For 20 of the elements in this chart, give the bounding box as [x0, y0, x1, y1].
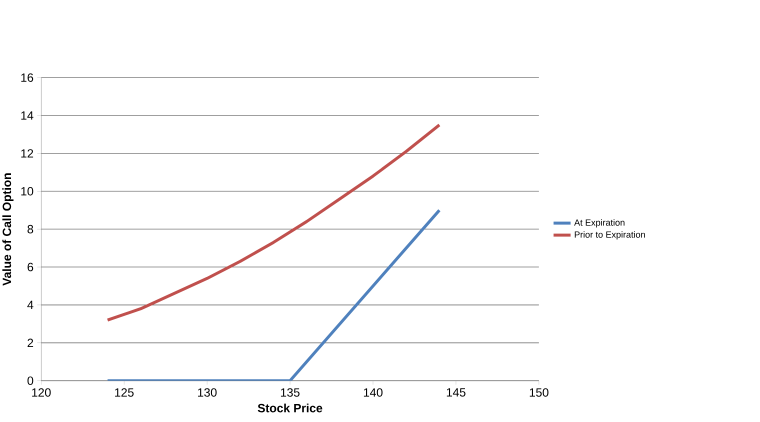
x-tick-label: 135	[280, 388, 300, 397]
x-tick-label: 130	[198, 388, 217, 397]
x-tick-label: 145	[446, 388, 466, 397]
y-tick-label: 8	[28, 224, 34, 234]
x-tick-label: 140	[364, 388, 383, 397]
x-tick-label: 150	[530, 388, 548, 397]
y-axis-title: Value of Call Option	[2, 173, 14, 286]
y-tick-label: 6	[28, 262, 34, 272]
y-tick-label: 14	[21, 111, 34, 120]
x-tick-label: 125	[115, 388, 134, 397]
legend-label: At Expiration	[574, 219, 624, 228]
y-tick-label: 0	[27, 376, 34, 385]
y-tick-label: 12	[21, 149, 34, 158]
x-axis-title: Stock Price	[258, 404, 322, 412]
y-tick-label: 4	[27, 300, 34, 310]
y-tick-label: 16	[21, 73, 34, 82]
legend-label: Prior to Expiration	[574, 231, 645, 240]
y-tick-label: 10	[21, 187, 34, 196]
x-tick-label: 120	[32, 388, 51, 397]
y-tick-label: 2	[28, 338, 34, 348]
